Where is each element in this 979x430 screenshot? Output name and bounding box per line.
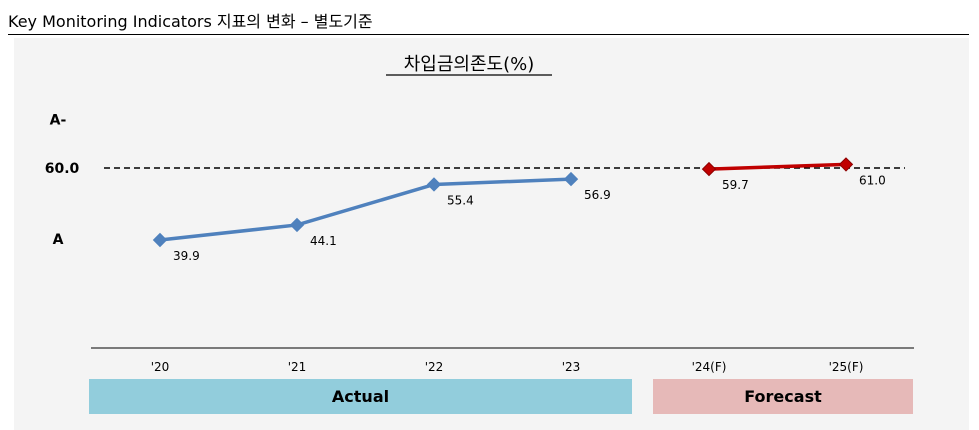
band-label: Forecast [744,387,822,406]
chart-panel [14,38,969,430]
data-label: 56.9 [584,188,611,202]
data-label: 39.9 [173,249,200,263]
x-tick-label: '24(F) [692,360,727,374]
x-tick-label: '21 [288,360,307,374]
series-line-2 [708,162,847,171]
data-point-marker [563,171,579,187]
band-label: Actual [332,387,389,406]
data-point-marker [152,232,168,248]
band-forecast [653,379,913,414]
x-tick-label: '23 [562,360,581,374]
data-label: 44.1 [310,234,337,248]
data-point-marker [289,217,305,233]
x-tick-label: '20 [151,360,170,374]
chart-title: 차입금의존도(%) [404,54,535,75]
reference-line-label: 60.0 [45,161,80,177]
y-rating-label: A [53,232,64,248]
x-tick-label: '25(F) [829,360,864,374]
data-label: 55.4 [447,193,474,207]
y-rating-label: A- [50,112,67,128]
series-line-1 [159,177,572,242]
data-point-marker [838,157,854,172]
data-label: 59.7 [722,178,749,192]
x-tick-label: '22 [425,360,444,374]
header-divider [8,34,969,35]
data-point-marker [426,177,442,192]
data-point-marker [701,161,717,177]
data-label: 61.0 [859,173,886,187]
page-title: Key Monitoring Indicators 지표의 변화 – 별도기준 [8,12,373,31]
band-actual [89,379,632,414]
